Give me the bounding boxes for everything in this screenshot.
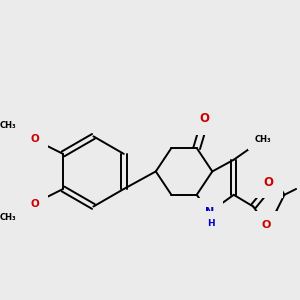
Text: H: H (208, 219, 215, 228)
Text: O: O (264, 176, 274, 189)
Text: O: O (30, 199, 39, 208)
Text: CH₃: CH₃ (255, 135, 271, 144)
Text: CH₃: CH₃ (0, 121, 16, 130)
Text: N: N (205, 207, 214, 218)
Text: O: O (200, 112, 209, 125)
Text: O: O (30, 134, 39, 144)
Text: O: O (261, 220, 271, 230)
Text: CH₃: CH₃ (0, 213, 16, 222)
